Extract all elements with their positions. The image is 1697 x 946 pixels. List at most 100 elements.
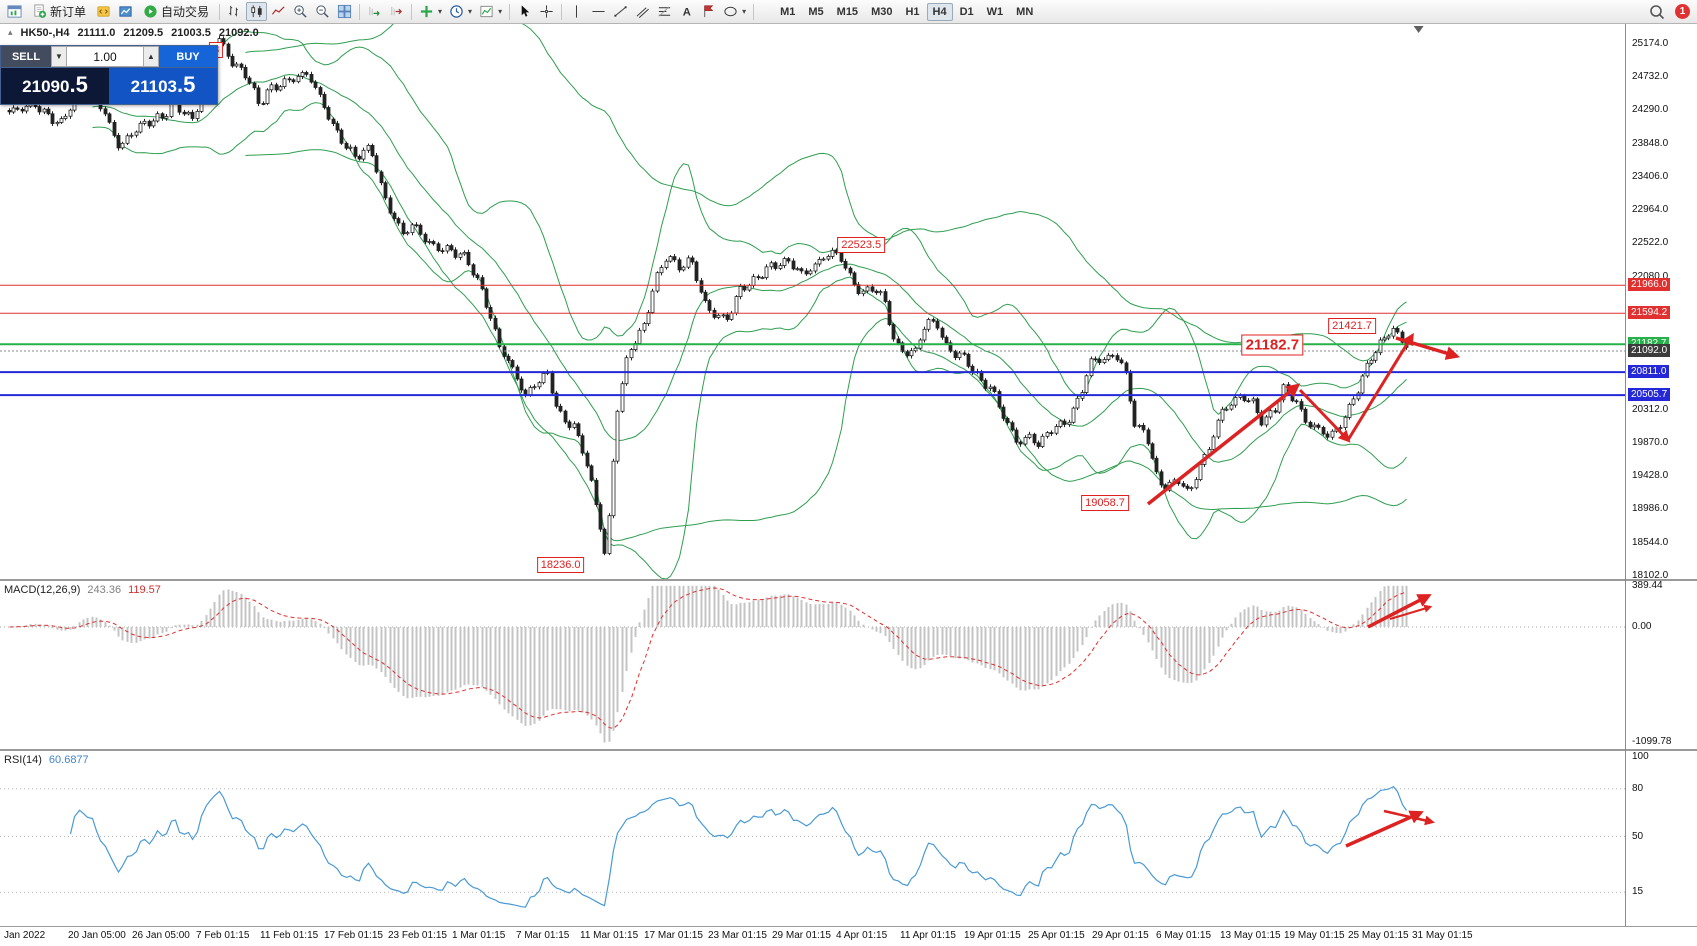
horizontal-line-button[interactable] (588, 2, 609, 21)
tf-m30-button[interactable]: M30 (871, 5, 893, 18)
trend-arrow[interactable] (1395, 336, 1461, 360)
panel-divider[interactable] (0, 579, 1697, 581)
time-label: 11 Feb 01:15 (260, 930, 319, 941)
arrows-tool-button[interactable] (698, 2, 719, 21)
chart-shift-button[interactable] (386, 2, 407, 21)
chevron-down-icon: ▾ (742, 7, 747, 16)
vertical-line-button[interactable] (566, 2, 587, 21)
price-tick: 22522.0 (1632, 237, 1669, 249)
trend-arrow[interactable] (1346, 332, 1414, 441)
search-icon[interactable] (1646, 2, 1668, 21)
time-label: 25 Apr 01:15 (1028, 930, 1085, 941)
price-annotation[interactable]: 21421.7 (1328, 318, 1376, 335)
trend-arrow[interactable] (1298, 388, 1351, 443)
tf-d1-button[interactable]: D1 (959, 5, 974, 18)
tf-h1-button[interactable]: H1 (905, 5, 920, 18)
channel-button[interactable] (632, 2, 653, 21)
svg-text:A: A (683, 6, 691, 18)
price-tick: 18986.0 (1632, 503, 1669, 515)
time-label: 17 Mar 01:15 (644, 930, 703, 941)
volume-input[interactable] (67, 46, 143, 67)
indicators-button[interactable]: ▾ (416, 2, 445, 21)
buy-price[interactable]: 21103.5 (109, 68, 217, 104)
price-annotation[interactable]: 21182.7 (1241, 334, 1304, 356)
bollinger-upper-55 (245, 24, 1407, 362)
sell-price[interactable]: 21090.5 (1, 68, 109, 104)
toolbar-separator (509, 3, 511, 20)
time-label: 1 Mar 01:15 (452, 930, 506, 941)
panel-divider[interactable] (0, 749, 1697, 751)
price-tick: 18544.0 (1632, 536, 1669, 548)
price-annotation[interactable]: 22523.5 (837, 237, 886, 254)
rsi-name: RSI(14) (4, 754, 42, 766)
line-chart-type-button[interactable] (268, 2, 289, 21)
notification-badge[interactable]: 1 (1675, 4, 1690, 19)
auto-trading-label: 自动交易 (161, 5, 210, 19)
price-tick: 18102.0 (1632, 569, 1669, 581)
bar-chart-type-button[interactable] (224, 2, 245, 21)
toolbar-separator (359, 3, 361, 20)
bollinger-middle-20 (92, 73, 1407, 463)
price-annotation[interactable]: 18236.0 (536, 556, 585, 573)
tf-mn-button[interactable]: MN (1016, 5, 1034, 18)
buy-button[interactable]: BUY (159, 46, 217, 67)
price-annotation[interactable]: 19058.7 (1081, 495, 1129, 512)
metaeditor-button[interactable] (93, 2, 114, 21)
time-label: 29 Apr 01:15 (1092, 930, 1149, 941)
tile-windows-button[interactable] (334, 2, 355, 21)
rsi-value: 60.6877 (48, 754, 89, 766)
bollinger-lower-20 (92, 102, 1407, 579)
macd-tick: 389.44 (1632, 580, 1663, 592)
trend-arrow[interactable] (1389, 604, 1433, 620)
templates-button[interactable]: ▾ (476, 2, 505, 21)
panel-divider[interactable] (0, 926, 1697, 927)
price-tick: 24290.0 (1632, 104, 1669, 116)
macd-signal-line (9, 587, 1407, 729)
trend-arrow[interactable] (1345, 810, 1424, 848)
periods-button[interactable]: ▾ (446, 2, 475, 21)
trend-arrow[interactable] (1146, 383, 1301, 506)
time-label: 31 May 01:15 (1412, 930, 1473, 941)
price-tick: 22964.0 (1632, 204, 1669, 216)
market-watch-button[interactable] (115, 2, 136, 21)
trade-prices-row: 21090.5 21103.5 (1, 68, 217, 104)
toolbar: 新订单 自动交易 ▾ ▾ ▾ A ▾ M1 M5 M15 (0, 0, 1697, 24)
time-label: 19 Apr 01:15 (964, 930, 1021, 941)
macd-histogram (12, 585, 1408, 743)
shift-marker-icon[interactable] (1413, 26, 1424, 33)
new-order-button[interactable]: 新订单 (26, 2, 92, 21)
zoom-out-button[interactable] (312, 2, 333, 21)
tf-h4-button[interactable]: H4 (926, 2, 953, 21)
cursor-button[interactable] (514, 2, 535, 21)
rsi-tick: 50 (1632, 830, 1644, 842)
chart-window-icon[interactable] (4, 2, 25, 21)
tf-m15-button[interactable]: M15 (836, 5, 859, 18)
volume-increase-button[interactable]: ▲ (143, 46, 159, 67)
tf-m1-button[interactable]: M1 (780, 5, 796, 18)
rsi-panel (0, 751, 1625, 926)
price-chart (0, 24, 1625, 579)
auto-trading-button[interactable]: 自动交易 (137, 2, 215, 21)
trendline-button[interactable] (610, 2, 631, 21)
text-button[interactable]: A (676, 2, 697, 21)
high-value: 21209.5 (123, 27, 164, 39)
tf-m5-button[interactable]: M5 (808, 5, 824, 18)
candlestick-chart-type-button[interactable] (246, 2, 268, 21)
trade-controls-row: SELL ▼ ▲ BUY (1, 46, 217, 68)
crosshair-button[interactable] (536, 2, 557, 21)
trend-arrow[interactable] (1383, 809, 1435, 826)
macd-main-value: 243.36 (87, 584, 122, 596)
zoom-in-button[interactable] (290, 2, 311, 21)
auto-scroll-button[interactable] (364, 2, 385, 21)
time-label: 6 May 01:15 (1156, 930, 1212, 941)
tf-w1-button[interactable]: W1 (986, 5, 1004, 18)
trend-arrow[interactable] (1367, 594, 1432, 629)
sell-button[interactable]: SELL (1, 46, 51, 67)
price-badge-21594.2: 21594.2 (1628, 306, 1671, 320)
fibonacci-button[interactable] (654, 2, 675, 21)
price-axis-border (1625, 24, 1626, 926)
macd-tick: 0.00 (1632, 621, 1652, 632)
volume-decrease-button[interactable]: ▼ (51, 46, 67, 67)
shapes-button[interactable]: ▾ (720, 2, 749, 21)
